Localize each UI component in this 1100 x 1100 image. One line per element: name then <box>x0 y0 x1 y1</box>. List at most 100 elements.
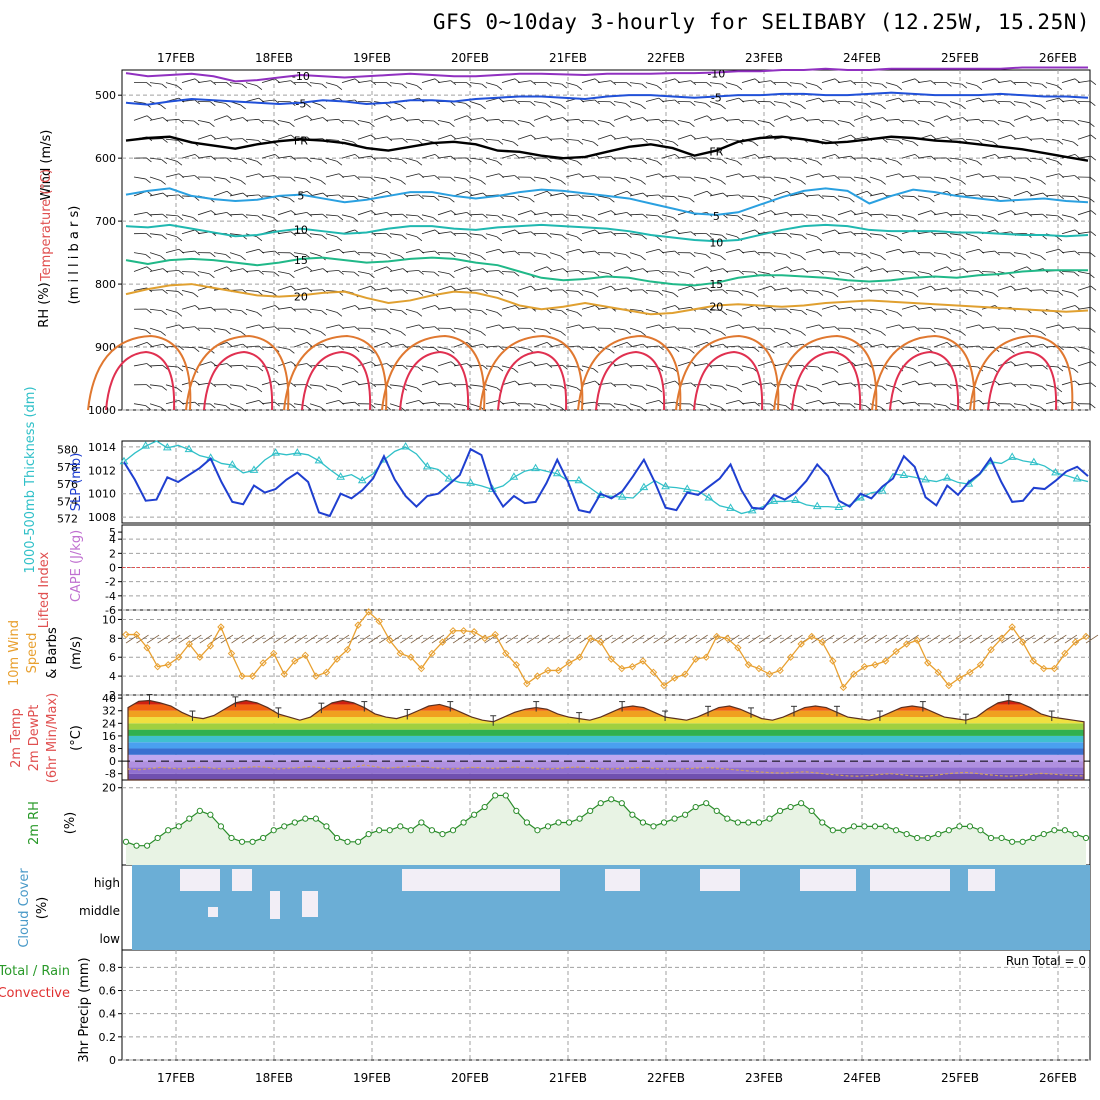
top-date-label: 23FEB <box>745 51 783 65</box>
wind-barb <box>997 80 1011 83</box>
wind-barb <box>505 634 519 644</box>
wind-barb-flag <box>816 312 823 317</box>
wind-barb-flag <box>1010 134 1017 140</box>
wind-barb-flag <box>1010 252 1016 258</box>
wind-barb <box>965 233 978 238</box>
thickness-marker <box>747 505 757 514</box>
wind-barb <box>805 345 819 348</box>
wind-barb <box>341 250 355 253</box>
wind-barb <box>373 403 386 407</box>
wind-barb-flag <box>961 310 968 316</box>
wind-barb-flag <box>258 345 264 351</box>
wind-barb-flag <box>785 329 791 335</box>
wind-barb <box>341 271 355 273</box>
wind-barb <box>533 115 548 121</box>
wind-speed-marker <box>607 655 615 663</box>
wind-barb <box>597 361 612 367</box>
wind-barb <box>581 271 595 273</box>
temp-band <box>128 761 1084 768</box>
wind-barb <box>789 289 803 291</box>
rh-marker <box>861 823 868 830</box>
rh-marker <box>471 811 478 818</box>
wind-barb-flag <box>194 175 201 180</box>
wind-barb <box>421 229 436 235</box>
wind-barb <box>837 285 852 291</box>
wind-barb <box>357 134 372 140</box>
wind-barb <box>485 194 499 197</box>
wind-speed-marker <box>786 653 795 661</box>
wind-barb-flag <box>418 345 424 351</box>
wind-barb-flag <box>865 254 871 259</box>
wind-barb <box>501 229 516 235</box>
wind-barb-flag <box>322 364 328 370</box>
wind-speed-marker <box>301 651 310 660</box>
isotherm-label: -5 <box>295 98 306 111</box>
wind-barb-flag <box>320 180 326 185</box>
wind-barb-flag <box>961 385 968 391</box>
wind-barb-flag <box>177 291 184 296</box>
wind-barb <box>693 266 708 272</box>
wind-barb <box>725 173 740 178</box>
wind-barb-flag <box>290 382 297 388</box>
ylabel-thickness: 1000-500mb Thickness (dm) <box>23 386 38 573</box>
y-tick-label: 0.2 <box>99 1031 117 1044</box>
rh-marker <box>302 815 309 822</box>
wind-barb-flag <box>642 138 648 143</box>
wind-barb-flag <box>450 306 457 312</box>
wind-barb-flag <box>898 118 904 124</box>
rh-marker <box>544 823 552 830</box>
wind-speed-marker <box>238 672 246 680</box>
wind-barb <box>821 271 835 273</box>
wind-barb-flag <box>673 196 680 201</box>
wind-barb-flag <box>530 155 537 161</box>
wind-barb-flag <box>834 326 841 331</box>
wind-barb <box>1043 634 1057 644</box>
wind-barb-flag <box>210 361 217 367</box>
wind-barb <box>581 326 595 329</box>
wind-barb-flag <box>178 118 184 124</box>
wind-barb-flag <box>466 287 473 293</box>
thickness-marker <box>769 496 779 504</box>
wind-barb-flag <box>673 271 680 277</box>
wind-barb-flag <box>256 85 263 90</box>
wind-barb-flag <box>513 271 520 277</box>
ylabel-convective: Convective <box>0 986 70 1001</box>
wind-barb-flag <box>497 366 504 372</box>
wind-barb <box>933 363 947 367</box>
top-date-label: 19FEB <box>353 51 391 65</box>
wind-barb <box>741 250 755 253</box>
wind-barb <box>405 138 419 141</box>
wind-barb-flag <box>896 236 903 242</box>
y-tick-label: 16 <box>102 730 116 743</box>
wind-barb <box>229 82 242 85</box>
wind-barb-flag <box>274 326 281 331</box>
wind-barb <box>549 268 564 272</box>
wind-barb <box>326 634 339 644</box>
wind-barb-flag <box>800 255 806 261</box>
wind-barb-flag <box>578 194 584 200</box>
wind-barb <box>709 192 724 197</box>
wind-barb <box>965 138 979 141</box>
wind-barb-flag <box>961 159 968 164</box>
bottom-date-label: 20FEB <box>451 1071 489 1085</box>
wind-barb <box>725 324 740 329</box>
wind-barb-flag <box>257 215 264 221</box>
rh-marker <box>787 803 794 811</box>
wind-barb-flag <box>578 345 584 351</box>
wind-barb-flag <box>386 266 393 272</box>
wind-barb-flag <box>592 368 599 373</box>
wind-barb <box>709 252 721 257</box>
thickness-marker <box>292 448 302 456</box>
wind-barb <box>229 233 242 236</box>
wind-barb-flag <box>642 117 649 122</box>
wind-barb <box>341 78 356 83</box>
wind-speed-marker <box>153 662 162 671</box>
wind-barb-flag <box>720 104 726 110</box>
wind-barb <box>917 361 932 367</box>
wind-barb <box>421 401 435 405</box>
wind-barb <box>613 101 626 104</box>
rh-marker <box>703 800 710 807</box>
wind-barb-flag <box>769 349 775 354</box>
rh-marker <box>956 823 963 830</box>
wind-barb-flag <box>610 134 617 140</box>
